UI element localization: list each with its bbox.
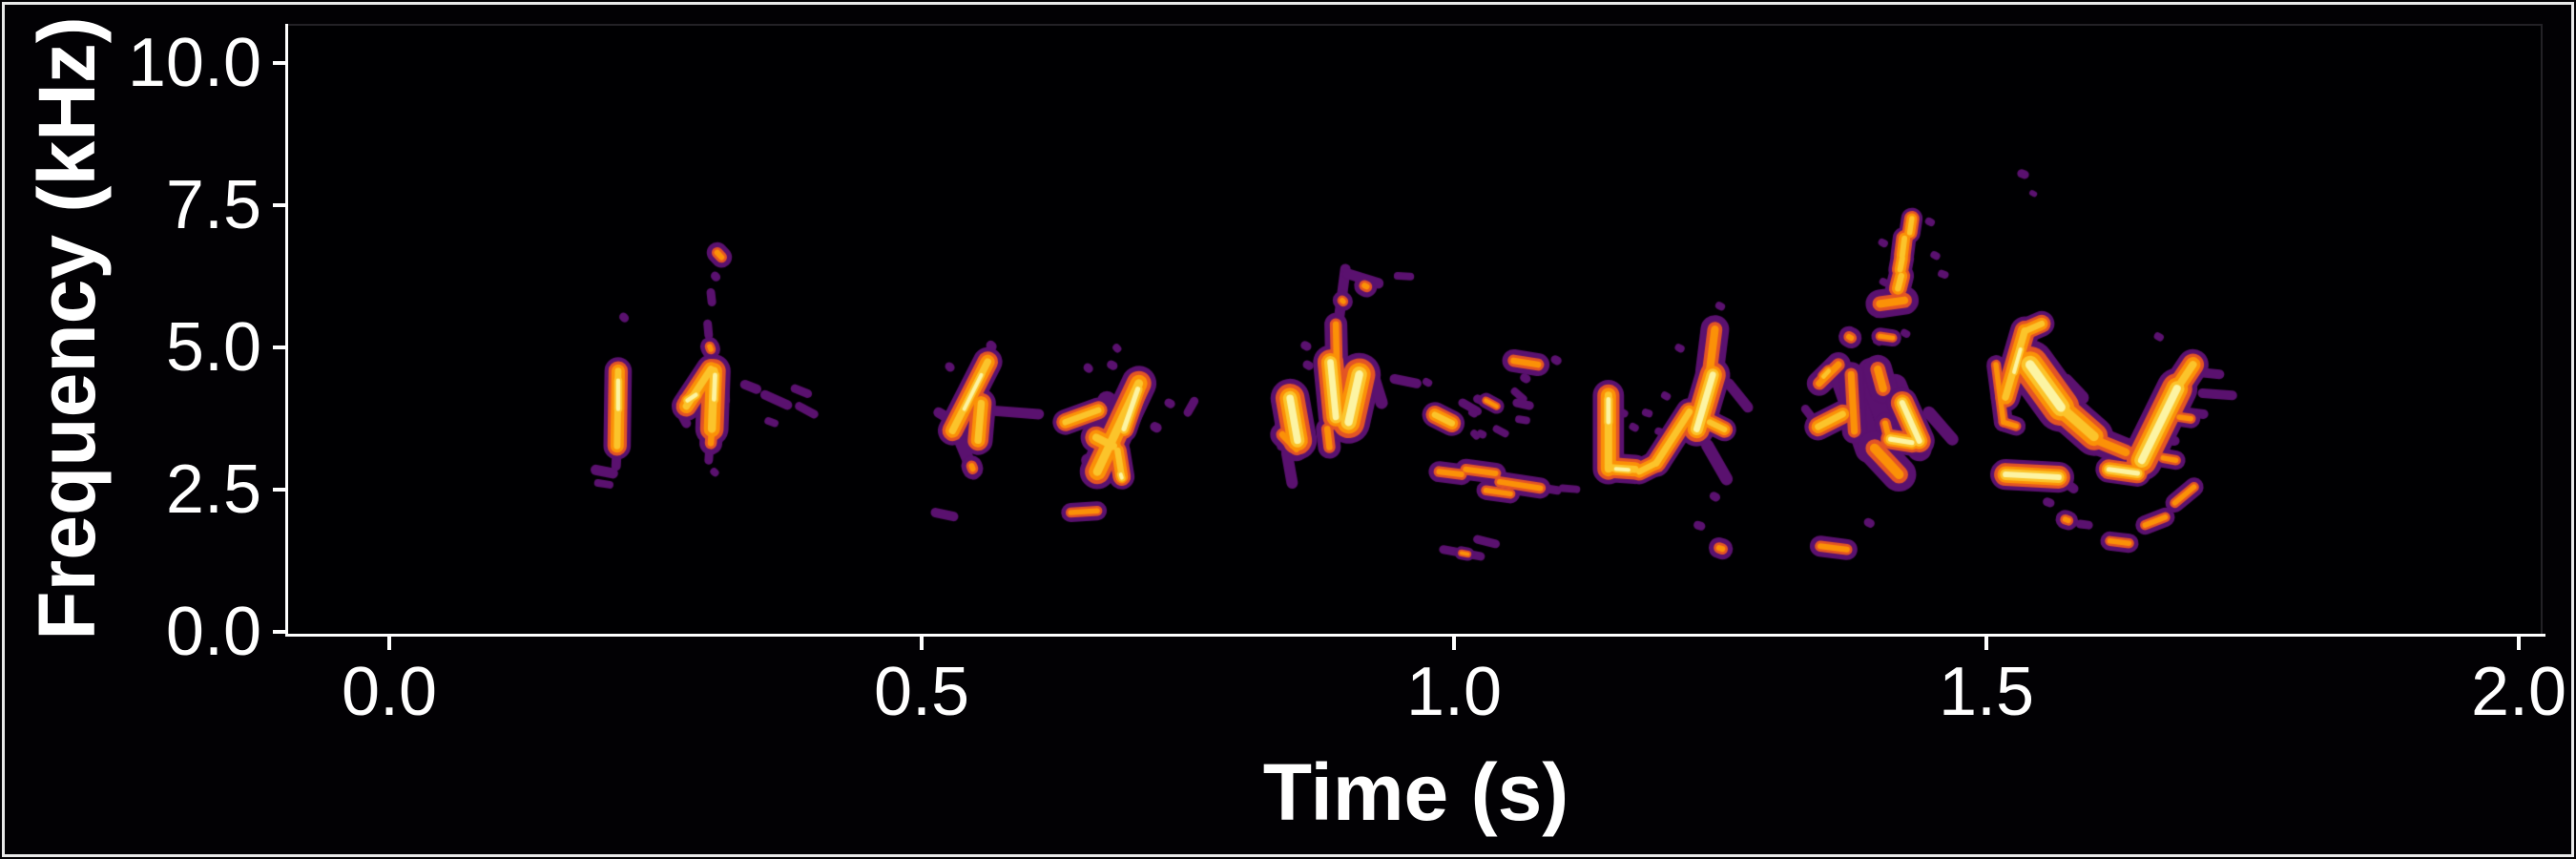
x-tick-1.5 [1984, 637, 1988, 650]
y-tick-label: 5.0 [165, 309, 261, 386]
x-tick-label: 2.0 [2470, 654, 2567, 730]
x-tick-0.5 [920, 637, 924, 650]
y-tick-7.5 [273, 203, 288, 207]
y-axis-title: Frequency (kHz) [22, 16, 112, 640]
plot-panel [288, 24, 2543, 636]
x-tick-label: 1.0 [1405, 654, 1503, 730]
x-tick-label: 0.5 [873, 654, 970, 730]
x-axis-line [285, 634, 2545, 637]
y-tick-0.0 [273, 630, 288, 634]
y-tick-label: 7.5 [165, 167, 261, 243]
y-tick-10.0 [273, 61, 288, 65]
x-tick-label: 0.0 [341, 654, 438, 730]
x-axis-title: Time (s) [1262, 747, 1569, 837]
y-tick-label: 10.0 [127, 25, 261, 101]
y-tick-5.0 [273, 346, 288, 349]
x-tick-1.0 [1452, 637, 1456, 650]
y-tick-label: 0.0 [165, 594, 261, 670]
y-tick-2.5 [273, 488, 288, 492]
y-tick-label: 2.5 [165, 451, 261, 528]
x-tick-label: 1.5 [1938, 654, 2035, 730]
x-tick-0.0 [387, 637, 391, 650]
x-tick-2.0 [2517, 637, 2521, 650]
y-axis-line [285, 24, 288, 637]
spectrogram-canvas [288, 26, 2543, 636]
